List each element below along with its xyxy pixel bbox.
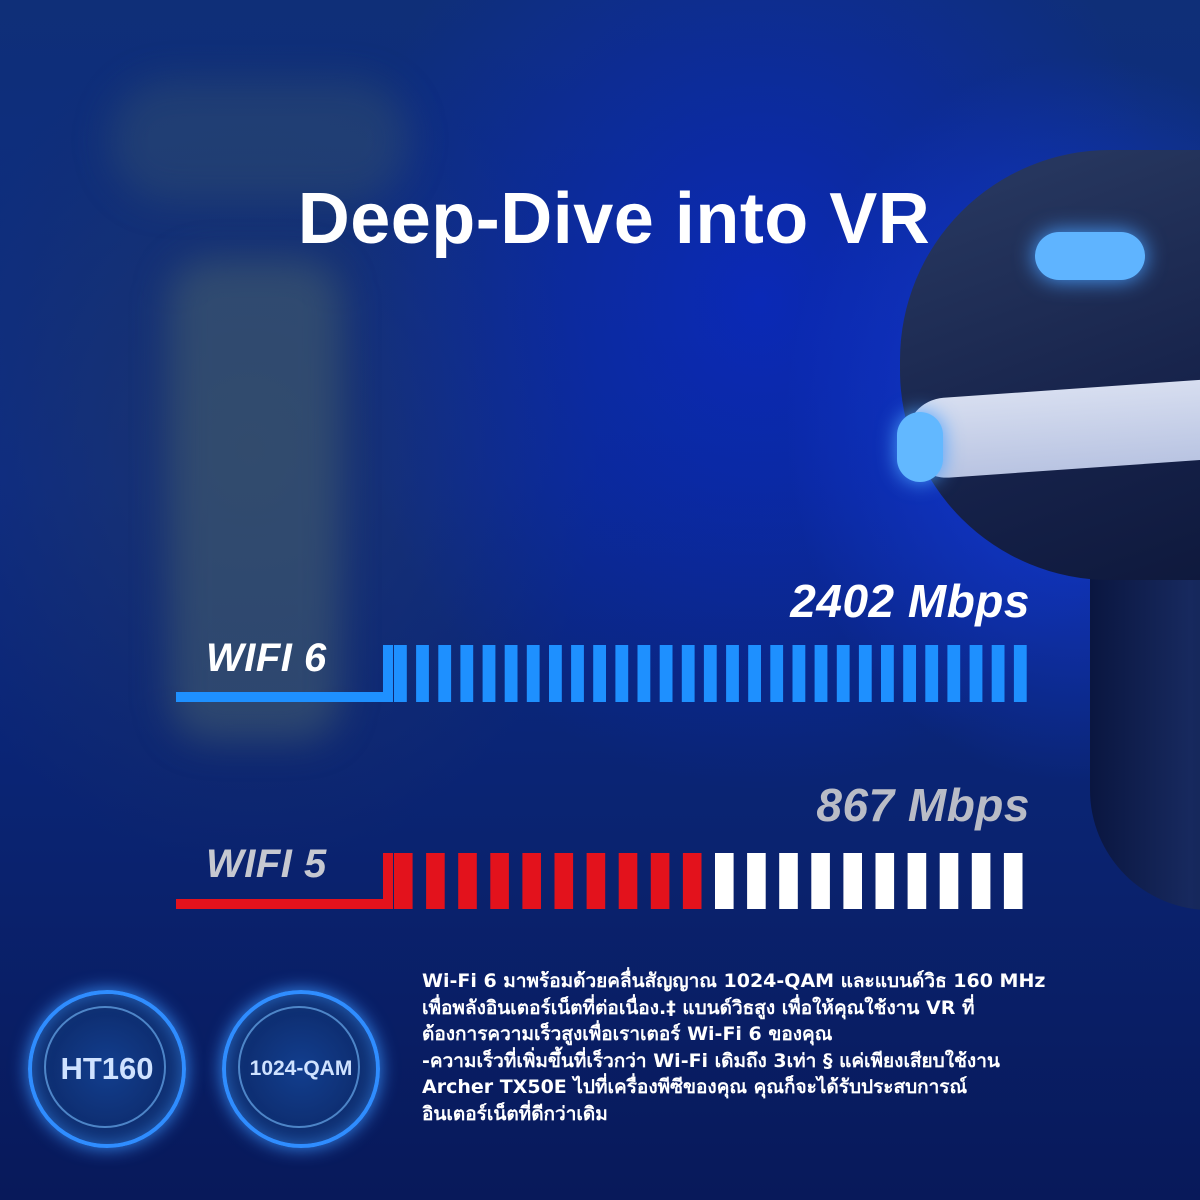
wifi6-segment — [858, 645, 872, 702]
wifi5-segment — [522, 853, 541, 909]
wifi6-segment — [814, 645, 828, 702]
wifi5-segment — [907, 853, 927, 909]
wifi5-segment — [747, 853, 766, 909]
wifi6-speed: 2402 Mbps — [790, 575, 1030, 627]
wifi5-segment — [939, 853, 959, 909]
wifi6-segment — [659, 645, 673, 702]
wifi5-segment — [394, 853, 413, 909]
headline: Deep-Dive into VR — [297, 179, 931, 259]
wifi6-segment — [703, 645, 717, 702]
wifi5-segment — [426, 853, 445, 909]
description-line: อินเตอร์เน็ตที่ดีกว่าเดิม — [422, 1102, 608, 1125]
wifi5-segment — [554, 853, 574, 909]
wifi5-segment — [1003, 853, 1023, 909]
wifi6-segment — [504, 645, 518, 702]
wifi6-segment — [792, 645, 806, 702]
wifi6-segment — [770, 645, 784, 702]
wifi6-segment — [925, 645, 939, 702]
wifi5-speed: 867 Mbps — [816, 779, 1030, 831]
wifi5-segment — [682, 853, 702, 909]
wifi6-baseline — [176, 645, 393, 702]
wifi6-segment — [947, 645, 961, 702]
wifi6-segment — [969, 645, 983, 702]
wifi6-segment — [549, 645, 562, 702]
wifi6-segment — [903, 645, 916, 702]
wifi5-segment — [458, 853, 477, 909]
wifi6-segment — [526, 645, 540, 702]
description-line: Wi-Fi 6 มาพร้อมด้วยคลื่นสัญญาณ 1024-QAM … — [422, 970, 1046, 992]
wifi5-segment — [875, 853, 895, 909]
description-line: Archer TX50E ไปที่เครื่องพีซีของคุณ คุณก… — [422, 1076, 968, 1098]
wifi6-segment — [615, 645, 629, 702]
wifi5-label: WIFI 5 — [206, 842, 327, 886]
wifi5-baseline — [176, 853, 393, 909]
wifi5-segment — [490, 853, 509, 909]
wifi6-segment — [836, 645, 850, 702]
wifi5-segment — [843, 853, 862, 909]
badge-ring — [238, 1006, 360, 1128]
wifi6-segment — [460, 645, 474, 702]
wifi6-segment — [726, 645, 739, 702]
description: Wi-Fi 6 มาพร้อมด้วยคลื่นสัญญาณ 1024-QAM … — [422, 968, 1192, 1127]
ht160-badge: HT160 — [28, 990, 186, 1148]
wifi6-segment — [748, 645, 761, 702]
wifi5-segment — [779, 853, 798, 909]
wifi6-segment — [593, 645, 606, 702]
blurred-background-figure — [110, 80, 410, 200]
description-line: ต้องการความเร็วสูงเพื่อเราเตอร์ Wi-Fi 6 … — [422, 1023, 833, 1045]
wifi5-segment — [971, 853, 991, 909]
wifi6-segment — [394, 645, 407, 702]
wifi6-segment — [438, 645, 452, 702]
wifi6-segment — [416, 645, 429, 702]
wifi6-label: WIFI 6 — [206, 636, 327, 680]
badge-label: 1024-QAM — [249, 1057, 353, 1080]
description-line: เพื่อพลังอินเตอร์เน็ตที่ต่อเนื่อง.‡ แบนด… — [422, 996, 975, 1019]
badge-label: HT160 — [60, 1051, 154, 1086]
wifi6-segment — [482, 645, 496, 702]
wifi6-segment — [991, 645, 1005, 702]
vr-headset-light — [897, 412, 943, 482]
wifi5-segment — [586, 853, 606, 909]
wifi6-segment — [637, 645, 651, 702]
wifi5-segment — [618, 853, 638, 909]
wifi6-segment — [881, 645, 894, 702]
description-line: -ความเร็วที่เพิ่มขึ้นที่เร็วกว่า Wi-Fi เ… — [422, 1049, 1000, 1072]
badge-ring — [44, 1006, 166, 1128]
wifi6-segment — [681, 645, 695, 702]
wifi5-segment — [715, 853, 734, 909]
qam-badge: 1024-QAM — [222, 990, 380, 1148]
vr-headset-light — [1035, 232, 1145, 280]
wifi6-segment — [571, 645, 584, 702]
wifi5-segment — [811, 853, 830, 909]
wifi6-segment — [1013, 645, 1027, 702]
blurred-background-figure — [170, 260, 340, 740]
wifi5-segment — [650, 853, 670, 909]
